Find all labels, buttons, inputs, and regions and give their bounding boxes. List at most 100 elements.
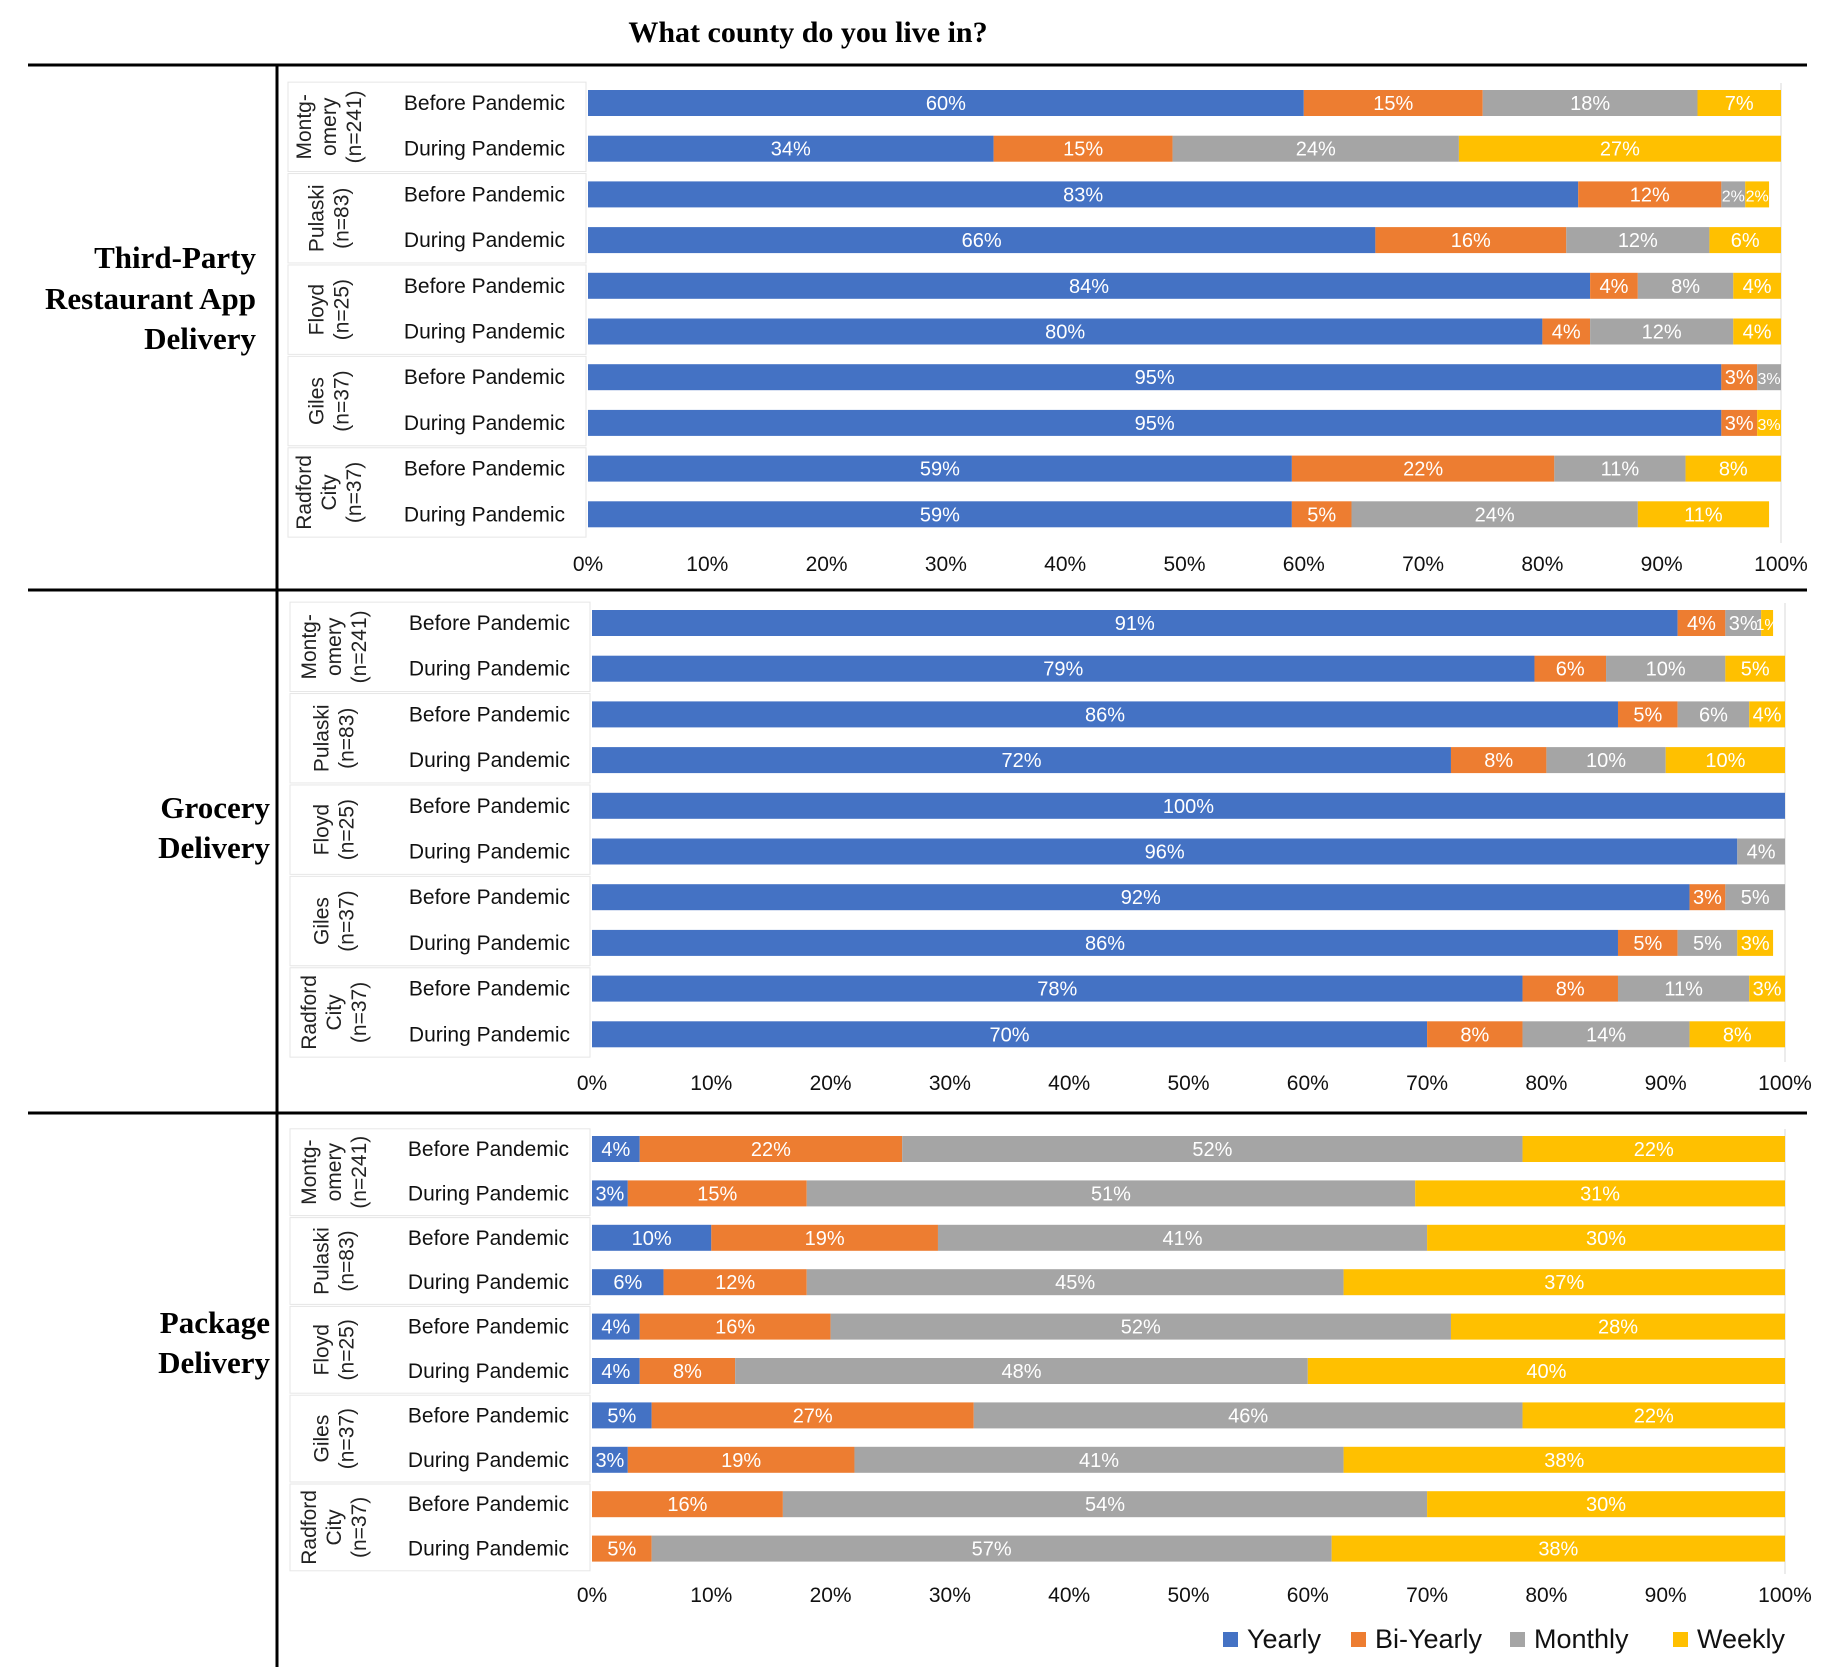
bar-segment-weekly (1415, 1180, 1785, 1207)
bar-data-label: 8% (1556, 979, 1585, 1001)
bar-data-label: 37% (1544, 1272, 1584, 1294)
row-label: Before Pandemic (404, 275, 565, 298)
bar-segment-bi-yearly (1291, 455, 1555, 482)
bar-segment-monthly (937, 1224, 1428, 1251)
county-label-line: Floyd (311, 1324, 334, 1375)
x-tick-label: 50% (1167, 1584, 1209, 1607)
panel-label-line: Restaurant App (45, 281, 256, 316)
bar-segment-monthly (1677, 929, 1738, 956)
x-tick-label: 10% (690, 1584, 732, 1607)
panel-label-line: Delivery (158, 1345, 270, 1380)
bar-data-label: 60% (926, 93, 966, 115)
bar-data-label: 70% (990, 1024, 1030, 1046)
row-label: During Pandemic (408, 1182, 569, 1205)
bar-segment-weekly (1331, 1535, 1785, 1562)
bar-row: During Pandemic 80% 4% 12% 4% (404, 318, 1781, 345)
bar-data-label: 8% (1484, 750, 1513, 772)
x-tick-label: 60% (1287, 1072, 1329, 1095)
legend-swatch (1673, 1632, 1688, 1647)
x-tick-label: 40% (1048, 1072, 1090, 1095)
bar-segment-weekly (1637, 501, 1770, 528)
county-group: Pulaski (n=83) Before Pandemic 10% 19% 41% 30%… (289, 1217, 1785, 1305)
bar-segment-weekly (1733, 272, 1781, 299)
county-label: Radford City (n=37) (293, 455, 366, 530)
bar-segment-bi-yearly (1375, 227, 1567, 254)
bar-segment-yearly (588, 181, 1579, 208)
bar-segment-bi-yearly (1291, 501, 1352, 528)
bar-data-label: 31% (1580, 1183, 1620, 1205)
bar-data-label: 3% (1725, 367, 1754, 389)
county-label: Montg-omery (n=241) (298, 610, 371, 683)
county-group-box (289, 875, 591, 967)
bar-data-label: 1% (1756, 617, 1779, 634)
bar-row: Before Pandemic 91% 4% 3%1% (409, 610, 1779, 636)
bar-data-label: 10% (1705, 750, 1745, 772)
bar-data-label: 15% (697, 1183, 737, 1205)
county-label-line: (n=241) (348, 1136, 371, 1209)
row-label: Before Pandemic (408, 1493, 569, 1516)
bar-data-label: 22% (1634, 1405, 1674, 1427)
x-tick-label: 70% (1402, 553, 1444, 576)
bar-segment-yearly (592, 747, 1451, 774)
bar-segment-yearly (592, 701, 1618, 728)
county-label-line: Montg- (298, 1140, 321, 1205)
bar-row: Before Pandemic 100% (409, 792, 1785, 819)
county-label: Montg-omery (n=241) (293, 90, 366, 163)
county-group-box (287, 81, 587, 173)
x-tick-label: 60% (1287, 1584, 1329, 1607)
bar-segment-weekly (1343, 1446, 1785, 1473)
bar-row: Before Pandemic 10% 19% 41% 30% (408, 1224, 1785, 1251)
county-label-line: Radford (293, 455, 316, 530)
county-label: Floyd (n=25) (306, 279, 354, 340)
county-label: Pulaski (n=83) (311, 1227, 359, 1295)
bar-data-label: 46% (1228, 1405, 1268, 1427)
county-label: Radford City (n=37) (298, 1490, 371, 1565)
panel-label-line: Package (160, 1305, 270, 1340)
x-tick-label: 0% (577, 1072, 607, 1095)
bar-data-label: 22% (1403, 459, 1443, 481)
bar-data-label: 95% (1135, 367, 1175, 389)
row-label: During Pandemic (404, 321, 565, 344)
bar-segment-weekly (1427, 1491, 1785, 1518)
bar-segment-yearly (588, 227, 1376, 254)
x-tick-label: 100% (1754, 553, 1808, 576)
bar-data-label: 14% (1586, 1024, 1626, 1046)
county-group: Radford City (n=37) Before Pandemic 16% 54% 30… (289, 1483, 1785, 1572)
bar-segment-yearly (588, 318, 1543, 345)
bar-data-label: 52% (1121, 1317, 1161, 1339)
bar-data-label: 11% (1664, 979, 1703, 1001)
bar-data-label: 38% (1538, 1539, 1578, 1561)
panel-3: Package Delivery 0% 10% 20% 30% 40% 50% 60% 70% 80… (158, 1128, 1812, 1607)
county-label-line: Giles (311, 897, 334, 945)
bar-data-label: 28% (1598, 1317, 1638, 1339)
bar-data-label: 8% (1460, 1024, 1489, 1046)
bar-data-label: 59% (920, 459, 960, 481)
county-group: Giles (n=37) Before Pandemic 92% 3% 5%During … (289, 875, 1785, 967)
bar-row: Before Pandemic 16% 54% 30% (408, 1491, 1785, 1518)
county-label-line: Montg- (293, 94, 316, 159)
county-group-box (287, 355, 587, 447)
x-tick-label: 90% (1645, 1584, 1687, 1607)
bar-row: Before Pandemic 59% 22% 11% 8% (404, 455, 1781, 482)
bar-row: During Pandemic 6% 12% 45% 37% (408, 1269, 1785, 1296)
row-label: During Pandemic (404, 412, 565, 435)
row-label: Before Pandemic (409, 612, 570, 635)
bar-segment-monthly (1757, 364, 1781, 391)
county-group: Montg-omery (n=241) Before Pandemic 91% 4% 3%… (289, 601, 1785, 693)
bar-segment-bi-yearly (639, 1358, 736, 1384)
bar-segment-yearly (592, 1446, 628, 1473)
county-label-line: City (318, 474, 341, 511)
row-label: Before Pandemic (409, 703, 570, 726)
bar-data-label: 6% (613, 1272, 642, 1294)
county-label: Pulaski (n=83) (306, 184, 354, 252)
bar-data-label: 5% (1693, 933, 1722, 955)
bar-data-label: 5% (1307, 504, 1336, 526)
bar-data-label: 3% (1753, 979, 1782, 1001)
bar-data-label: 5% (1741, 659, 1770, 681)
bar-segment-bi-yearly (1450, 747, 1547, 774)
x-tick-label: 100% (1758, 1584, 1812, 1607)
county-label-line: Montg- (298, 614, 321, 679)
bar-data-label: 5% (1633, 704, 1662, 726)
county-label-line: (n=37) (348, 1497, 371, 1558)
